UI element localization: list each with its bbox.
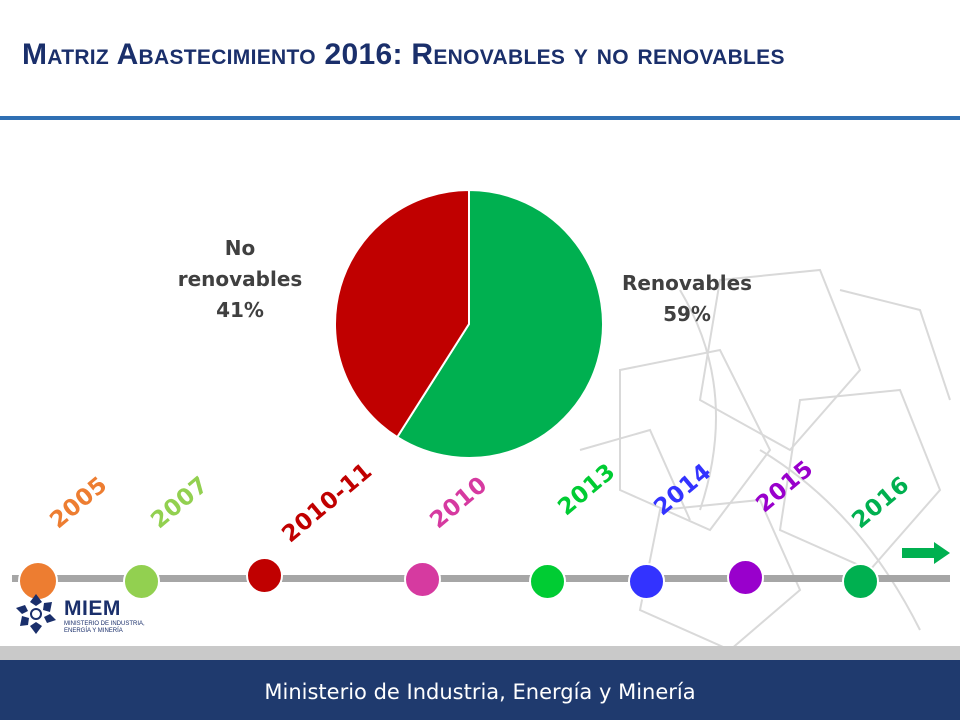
timeline-dot-2010-11 <box>246 557 283 594</box>
pie-label-no-renovables-line1b: renovables <box>177 267 303 291</box>
logo-name: MIEM <box>64 597 121 620</box>
timeline-dot-2010 <box>404 561 441 598</box>
timeline-dot-2013 <box>529 563 566 600</box>
timeline-dot-2016 <box>842 563 879 600</box>
pie-label-no-renovables-line1: No <box>224 236 256 260</box>
footer: Ministerio de Industria, Energía y Miner… <box>0 660 960 720</box>
footer-grey-band <box>0 646 960 660</box>
miem-logo-icon <box>16 594 56 634</box>
timeline-bar <box>12 575 950 582</box>
pie-slice-renovables <box>395 188 604 459</box>
background-pattern <box>579 268 951 650</box>
timeline-dot-2007 <box>123 563 160 600</box>
pie-label-renovables: Renovables 59% <box>612 268 762 330</box>
pie-label-renovables-line1: Renovables <box>621 271 753 295</box>
pie-slice-no-renovables <box>334 188 470 439</box>
pie-label-renovables-pct: 59% <box>663 302 711 326</box>
timeline-dot-2014 <box>628 563 665 600</box>
footer-text: Ministerio de Industria, Energía y Miner… <box>264 680 696 704</box>
pie-label-no-renovables-pct: 41% <box>216 298 264 322</box>
title-divider <box>0 116 960 120</box>
arrow-right-icon <box>902 542 950 564</box>
logo-subtitle: Ministerio de Industria, Energía y Miner… <box>64 621 145 634</box>
pie-label-no-renovables: No renovables 41% <box>170 233 310 326</box>
timeline-dot-2015 <box>727 559 764 596</box>
page-title: Matriz Abastecimiento 2016: Renovables y… <box>22 38 785 71</box>
